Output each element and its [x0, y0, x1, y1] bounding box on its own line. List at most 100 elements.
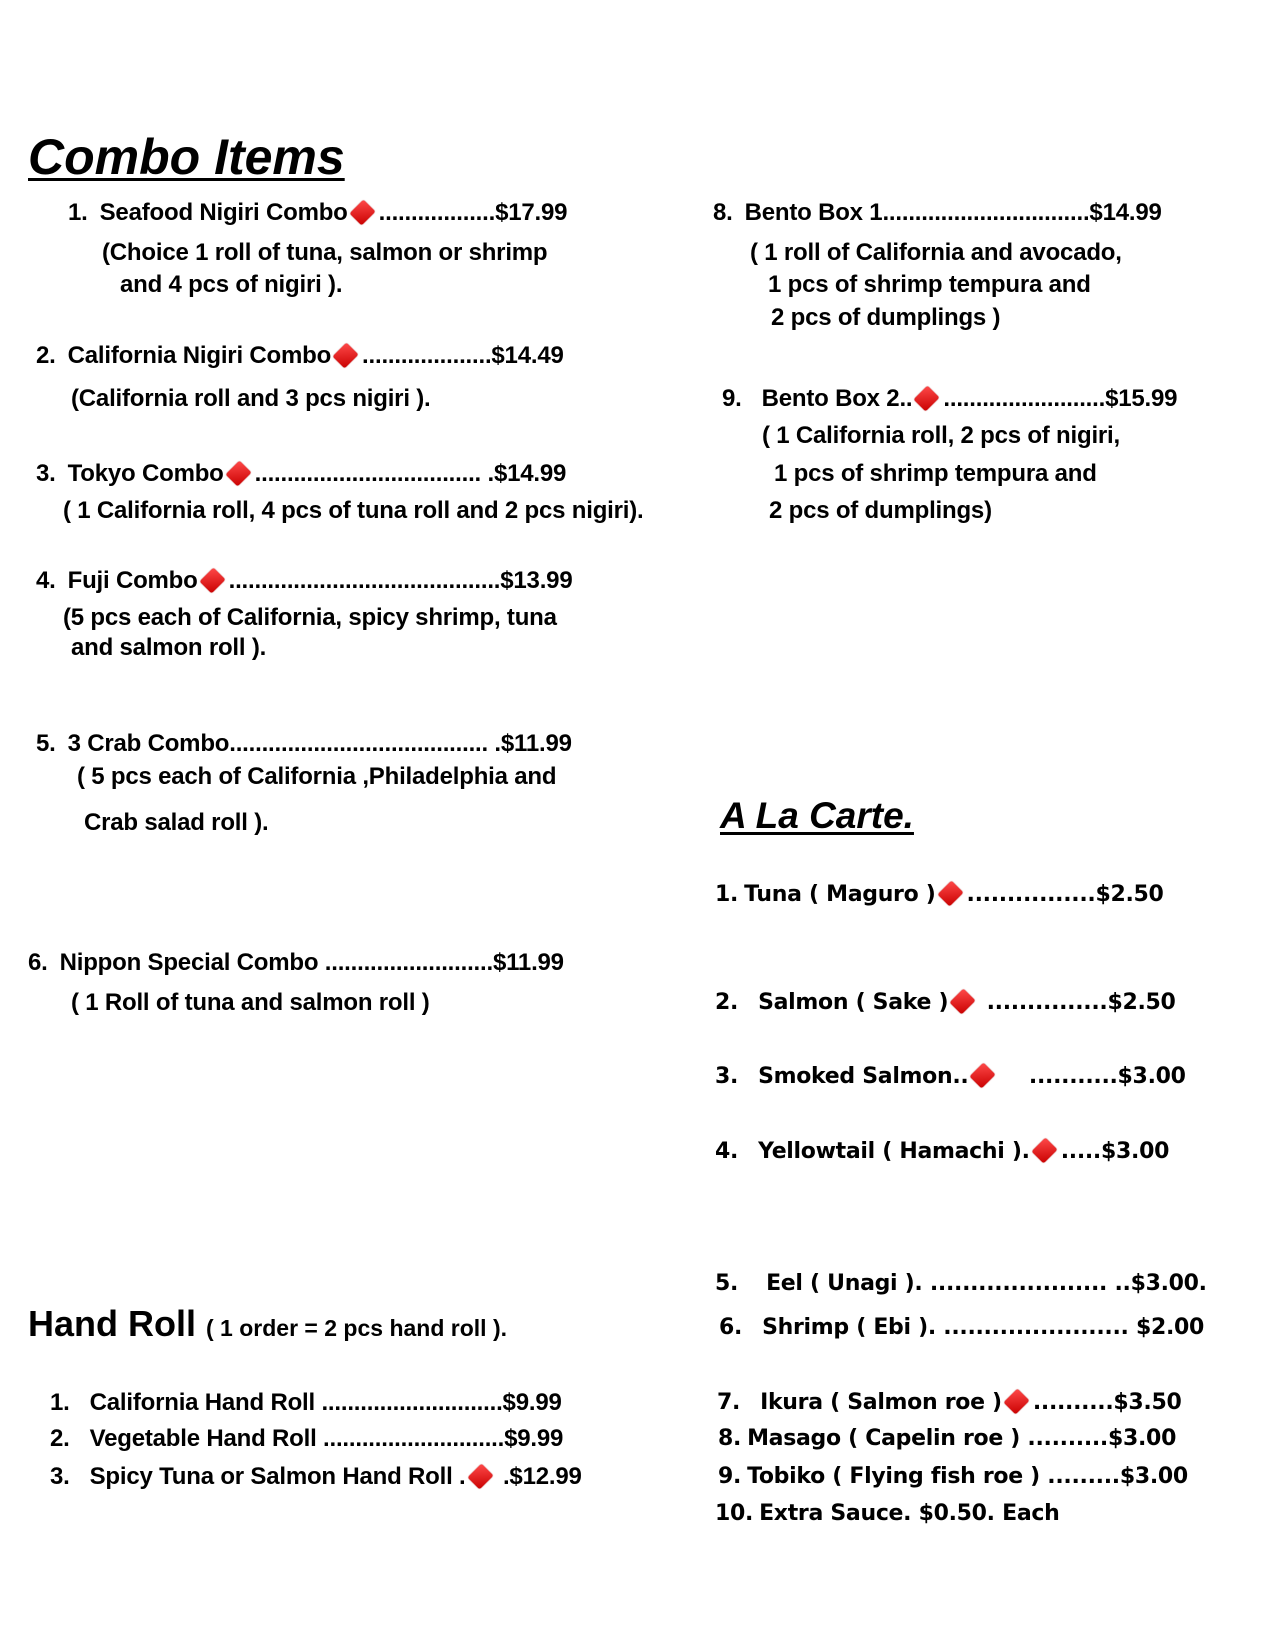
a-la-carte-item: 9. Tobiko ( Flying fish roe ) .........$3…: [718, 1464, 1188, 1490]
item-number: 2.: [50, 1425, 70, 1452]
a-la-carte-item: 7. Ikura ( Salmon roe ) ..........$3.50: [717, 1388, 1182, 1416]
item-number: 3.: [36, 460, 56, 487]
item-number: 1.: [68, 199, 88, 226]
item-number: 3.: [50, 1463, 70, 1490]
item-price-leader: ..................$17.99: [378, 199, 568, 226]
item-number: 8.: [713, 199, 733, 226]
a-la-carte-item: 1. Tuna ( Maguro ) ................$2.50: [715, 880, 1164, 908]
red-diamond-icon: [913, 385, 940, 412]
item-number: 4.: [36, 567, 56, 594]
item-name: California Hand Roll: [89, 1389, 316, 1416]
item-price-leader: ...........$3.00: [999, 1064, 1186, 1089]
red-diamond-icon: [332, 342, 359, 369]
combo-item: 2. California Nigiri Combo...............…: [36, 343, 564, 369]
item-price-leader: ................$2.50: [966, 882, 1164, 907]
a-la-carte-item: 2. Salmon ( Sake ) ...............$2.50: [715, 988, 1176, 1016]
item-number: 5.: [715, 1271, 739, 1296]
item-name: Tokyo Combo: [67, 460, 224, 487]
a-la-carte-item: 6. Shrimp ( Ebi ). ......................…: [719, 1315, 1204, 1341]
item-price-leader: .....$3.00: [1060, 1139, 1170, 1164]
red-diamond-icon: [467, 1463, 493, 1490]
a-la-carte-item: 3. Smoked Salmon.. ...........$3.00: [715, 1062, 1186, 1090]
red-diamond-icon: [1003, 1388, 1030, 1415]
item-name: Smoked Salmon..: [758, 1064, 969, 1089]
hand-roll-item: 1. California Hand Roll .................…: [50, 1390, 562, 1416]
item-name: Masago ( Capelin roe ) ..........$3.00: [747, 1426, 1177, 1451]
hand-roll-subtitle: ( 1 order = 2 pcs hand roll ).: [206, 1315, 507, 1341]
red-diamond-icon: [937, 880, 963, 907]
item-price-leader: ....................$14.49: [362, 342, 564, 369]
item-name: 3 Crab Combo: [67, 730, 230, 757]
red-diamond-icon: [199, 567, 226, 594]
item-price-leader: ................................$14.99: [882, 199, 1162, 226]
a-la-carte-item: 5. Eel ( Unagi ). ...................... …: [715, 1271, 1207, 1297]
red-diamond-icon: [1031, 1137, 1058, 1164]
hand-roll-heading: Hand Roll ( 1 order = 2 pcs hand roll ).: [28, 1303, 507, 1345]
red-diamond-icon: [225, 460, 252, 487]
combo-description: (Choice 1 roll of tuna, salmon or shrimp: [102, 239, 548, 266]
combo-description: Crab salad roll ).: [84, 809, 269, 836]
combo-description: ( 1 Roll of tuna and salmon roll ): [71, 989, 430, 1016]
item-number: 3.: [715, 1064, 739, 1089]
combo-description: 2 pcs of dumplings): [769, 497, 992, 524]
combo-item: 4. Fuji Combo............................…: [36, 567, 573, 594]
hand-roll-item: 3. Spicy Tuna or Salmon Hand Roll . .$12.…: [50, 1464, 582, 1490]
item-price-leader: ..........................$11.99: [318, 949, 564, 976]
item-name: Shrimp ( Ebi ). ....................... …: [762, 1315, 1205, 1340]
combo-item: 5. 3 Crab Combo..........................…: [36, 731, 572, 757]
a-la-carte-item: 4. Yellowtail ( Hamachi ). .....$3.00: [715, 1137, 1170, 1165]
combo-item: 8. Bento Box 1...........................…: [713, 200, 1162, 226]
red-diamond-icon: [349, 199, 376, 226]
combo-item: 1. Seafood Nigiri Combo..................…: [68, 200, 567, 226]
item-name: Salmon ( Sake ): [758, 990, 949, 1015]
item-price-leader: ................................... .$14…: [254, 460, 567, 487]
item-number: 1.: [715, 882, 739, 907]
combo-description: and 4 pcs of nigiri ).: [120, 271, 343, 298]
a-la-carte-item: 8. Masago ( Capelin roe ) ..........$3.00: [718, 1426, 1176, 1452]
item-number: 2.: [715, 990, 739, 1015]
combo-description: (5 pcs each of California, spicy shrimp,…: [63, 604, 557, 631]
combo-description: and salmon roll ).: [71, 634, 267, 661]
item-number: 5.: [36, 730, 56, 757]
item-number: 9.: [718, 1464, 742, 1489]
combo-description: ( 1 California roll, 2 pcs of nigiri,: [762, 422, 1120, 449]
item-number: 6.: [28, 949, 48, 976]
item-name: Fuji Combo: [67, 567, 198, 594]
combo-description: 1 pcs of shrimp tempura and: [774, 460, 1097, 487]
combo-item: 3. Tokyo Combo...........................…: [36, 461, 566, 487]
item-price-leader: .$12.99: [496, 1463, 582, 1490]
item-number: 7.: [717, 1390, 741, 1415]
combo-description: ( 1 roll of California and avocado,: [750, 239, 1122, 266]
combo-item: 9. Bento Box 2...........................…: [722, 386, 1177, 412]
item-number: 2.: [36, 342, 56, 369]
item-name: Tuna ( Maguro ): [744, 882, 936, 907]
item-name: Yellowtail ( Hamachi ).: [758, 1139, 1030, 1164]
item-name: Extra Sauce. $0.50. Each: [759, 1501, 1060, 1526]
item-name: Spicy Tuna or Salmon Hand Roll .: [89, 1463, 466, 1490]
item-price-leader: ........................................…: [228, 567, 573, 594]
a-la-carte-title: A La Carte.: [720, 795, 914, 836]
item-number: 6.: [719, 1315, 743, 1340]
combo-description: 2 pcs of dumplings ): [771, 304, 1001, 331]
item-name: Bento Box 1: [744, 199, 883, 226]
item-price-leader: .........................$15.99: [943, 385, 1178, 412]
item-name: Tobiko ( Flying fish roe ) .........$3.0…: [747, 1464, 1188, 1489]
item-number: 10.: [715, 1501, 754, 1526]
item-price-leader: ............................$9.99: [316, 1425, 564, 1452]
combo-items-title: Combo Items: [28, 129, 345, 185]
item-price-leader: ..........$3.50: [1032, 1390, 1182, 1415]
item-name: California Nigiri Combo: [67, 342, 332, 369]
item-name: Nippon Special Combo: [59, 949, 319, 976]
combo-description: (California roll and 3 pcs nigiri ).: [71, 385, 431, 412]
combo-description: 1 pcs of shrimp tempura and: [768, 271, 1091, 298]
combo-item: 6. Nippon Special Combo .................…: [28, 950, 564, 976]
combo-description: ( 5 pcs each of California ,Philadelphia…: [77, 763, 557, 790]
item-name: Seafood Nigiri Combo: [99, 199, 348, 226]
item-name: Bento Box 2..: [761, 385, 913, 412]
item-price-leader: ...............$2.50: [979, 990, 1176, 1015]
item-name: Eel ( Unagi ). ...................... ..…: [766, 1271, 1207, 1296]
item-number: 9.: [722, 385, 742, 412]
hand-roll-item: 2. Vegetable Hand Roll ..................…: [50, 1426, 563, 1452]
item-number: 1.: [50, 1389, 70, 1416]
hand-roll-title: Hand Roll: [28, 1303, 196, 1344]
